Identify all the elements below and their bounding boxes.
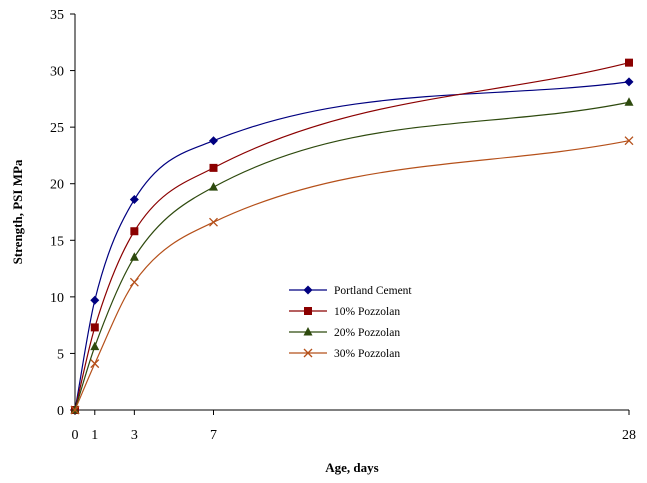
series-10-pozzolan — [71, 58, 633, 414]
data-point — [624, 136, 634, 146]
series-layer — [70, 58, 634, 415]
y-tick-label: 35 — [50, 8, 64, 23]
plot-area — [74, 14, 629, 411]
data-point — [129, 195, 139, 205]
legend-marker — [303, 285, 313, 295]
data-point — [624, 77, 634, 87]
data-point — [209, 182, 218, 191]
y-tick-label: 30 — [50, 65, 64, 80]
data-point — [130, 227, 139, 236]
data-point — [70, 405, 80, 415]
legend-marker — [304, 307, 312, 315]
series-20-pozzolan — [70, 97, 634, 414]
legend-item: 20% Pozzolan — [289, 327, 400, 339]
data-point — [90, 341, 100, 351]
legend-label: 20% Pozzolan — [334, 327, 400, 339]
legend-item: Portland Cement — [289, 285, 412, 297]
y-tick-label: 15 — [50, 234, 64, 249]
x-tick-label: 0 — [72, 428, 79, 443]
x-tick-label: 7 — [210, 428, 217, 443]
legend-label: 10% Pozzolan — [334, 306, 400, 318]
data-point — [90, 359, 100, 369]
data-point — [209, 163, 218, 172]
x-axis-title: Age, days — [325, 460, 378, 475]
x-axis-ticks: 0 1 3 7 28 — [72, 410, 636, 443]
series-line — [74, 62, 630, 411]
legend-item: 30% Pozzolan — [289, 348, 400, 360]
y-tick-label: 0 — [57, 404, 64, 419]
x-tick-label: 1 — [91, 428, 98, 443]
y-tick-label: 20 — [50, 178, 64, 193]
series-line — [74, 81, 630, 411]
legend-label: Portland Cement — [334, 285, 412, 297]
legend-label: 30% Pozzolan — [334, 348, 400, 360]
series-portland-cement — [70, 77, 634, 415]
legend-marker — [303, 327, 313, 336]
y-tick-label: 25 — [50, 121, 64, 136]
y-tick-label: 5 — [57, 347, 64, 362]
legend-item: 10% Pozzolan — [289, 306, 400, 318]
data-point — [129, 277, 139, 287]
data-point — [209, 217, 218, 227]
data-point — [90, 323, 99, 332]
legend-marker — [303, 348, 313, 358]
data-point — [624, 97, 634, 106]
x-tick-label: 3 — [131, 428, 138, 443]
y-tick-label: 10 — [50, 291, 64, 306]
series-30-pozzolan — [70, 136, 634, 415]
y-axis-ticks: 0 5 10 15 20 25 30 35 — [50, 8, 75, 419]
legend: Portland Cement 10% Pozzolan 20% Pozzolan 3… — [289, 285, 412, 360]
x-tick-label: 28 — [622, 428, 636, 443]
series-line — [74, 101, 630, 411]
data-point — [90, 295, 100, 305]
y-axis-title: Strength, PSI MPa — [10, 159, 25, 264]
data-point — [209, 136, 218, 146]
data-point — [129, 252, 139, 261]
series-line — [74, 140, 630, 411]
data-point — [625, 58, 633, 67]
